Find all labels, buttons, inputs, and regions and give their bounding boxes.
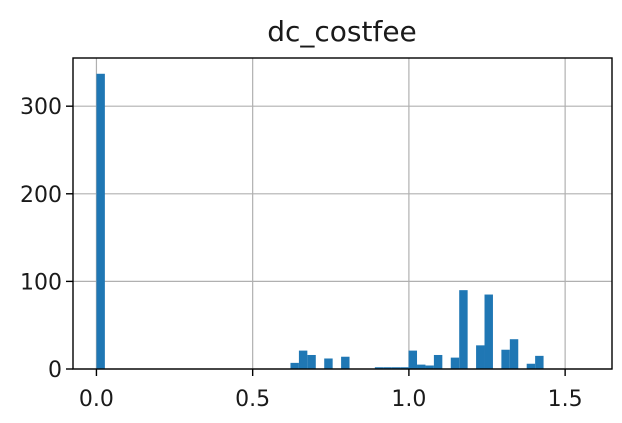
histogram-bar	[374, 367, 384, 369]
y-tick-label: 300	[20, 95, 62, 120]
histogram-bar	[484, 294, 493, 369]
x-tick-label: 0.5	[235, 387, 270, 412]
axis-ticks: 0.0 0.5 1.0 1.5 0 100 200 300	[20, 95, 583, 412]
chart-title: dc_costfee	[267, 15, 417, 48]
histogram-bar	[383, 367, 392, 369]
histogram-bar	[307, 354, 316, 369]
histogram-bar	[425, 365, 434, 369]
histogram-bar	[535, 355, 544, 369]
y-tick-label: 100	[20, 270, 62, 295]
y-tick-label: 200	[20, 183, 62, 208]
grid-lines	[73, 58, 612, 370]
histogram-bar	[298, 350, 308, 369]
histogram-bar	[391, 367, 401, 369]
histogram-bar	[450, 357, 460, 369]
histogram-bar	[433, 354, 443, 369]
histogram-bar	[290, 362, 299, 369]
x-tick-label: 1.5	[548, 387, 583, 412]
histogram-bar	[341, 356, 350, 369]
histogram-bar	[476, 345, 485, 369]
x-tick-label: 1.0	[391, 387, 426, 412]
histogram-bar	[417, 364, 426, 369]
histogram-bar	[526, 363, 536, 369]
histogram-bar	[324, 358, 333, 369]
histogram-bar	[459, 290, 468, 369]
y-tick-label: 0	[48, 358, 62, 383]
histogram-bar	[408, 350, 418, 369]
histogram-bar	[509, 339, 519, 369]
plot-frame	[72, 57, 613, 370]
histogram-bar	[501, 349, 510, 369]
histogram-bar	[400, 367, 409, 369]
histogram-bars	[96, 73, 544, 369]
histogram-bar	[96, 73, 105, 369]
x-tick-label: 0.0	[79, 387, 114, 412]
